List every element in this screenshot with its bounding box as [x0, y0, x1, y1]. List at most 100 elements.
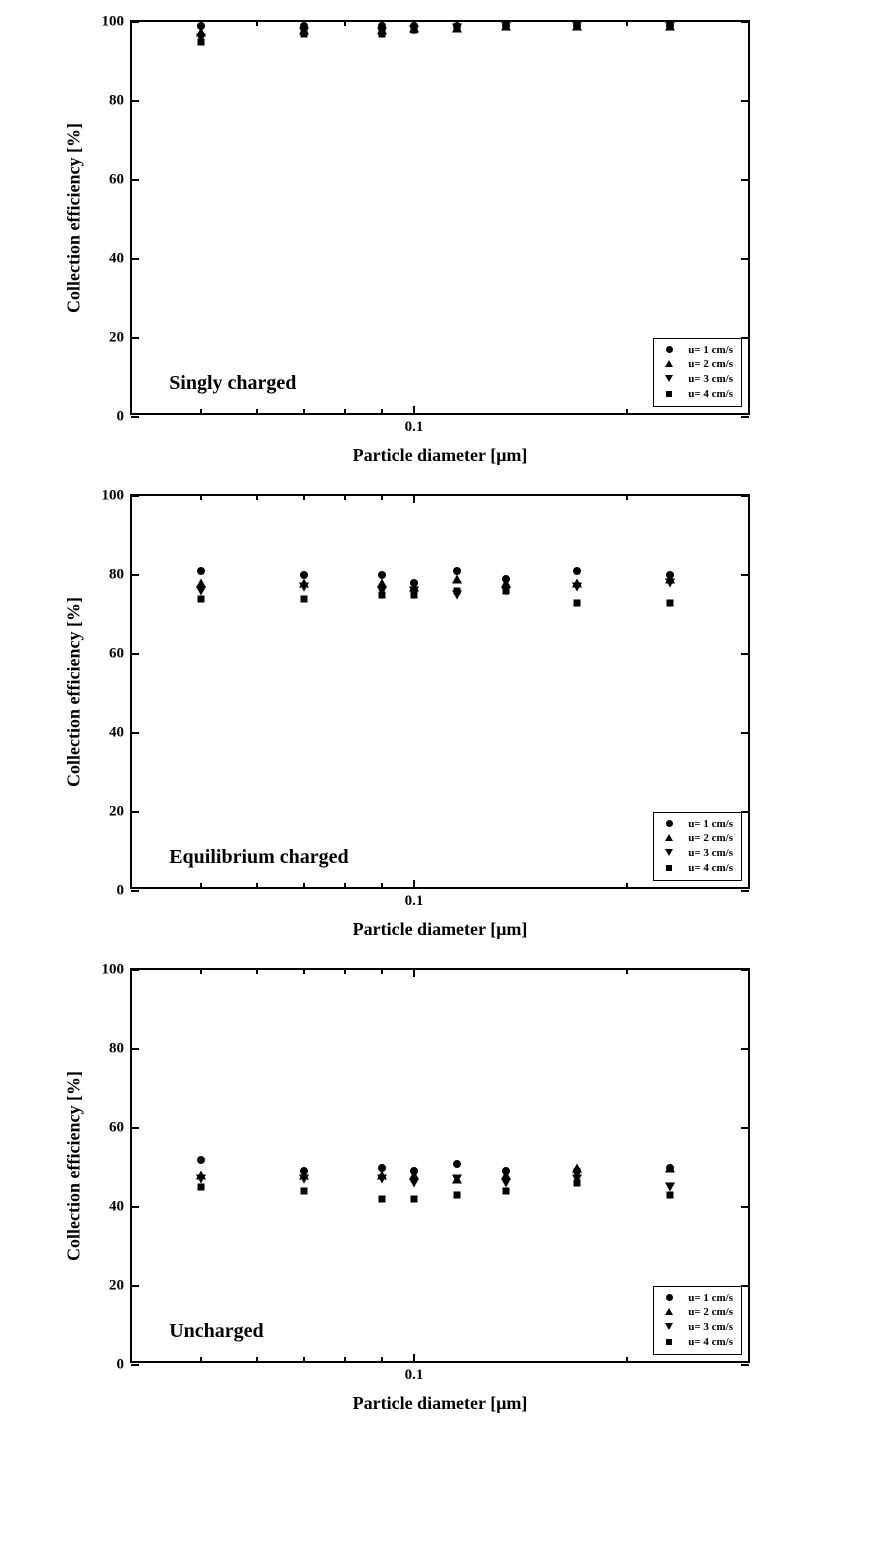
plot-frame: 0204060801000.1Collection efficiency [%]…: [130, 968, 750, 1363]
y-tick: [741, 1127, 749, 1129]
y-axis-title: Collection efficiency [%]: [64, 597, 85, 787]
legend-label: u= 3 cm/s: [688, 846, 733, 861]
x-minor-tick: [344, 883, 346, 888]
data-marker: [667, 1192, 674, 1199]
legend-row: u= 4 cm/s: [662, 861, 733, 876]
legend-row: u= 4 cm/s: [662, 387, 733, 402]
x-minor-tick: [626, 1357, 628, 1362]
legend: u= 1 cm/su= 2 cm/su= 3 cm/su= 4 cm/s: [653, 338, 742, 407]
triangle-up-icon: [662, 357, 676, 372]
y-tick-label: 20: [109, 1278, 132, 1295]
panel-0: 0204060801000.1Collection efficiency [%]…: [20, 20, 833, 466]
x-minor-tick: [200, 883, 202, 888]
legend-row: u= 2 cm/s: [662, 1305, 733, 1320]
legend-row: u= 1 cm/s: [662, 1291, 733, 1306]
x-minor-tick: [303, 969, 305, 974]
data-marker: [453, 1160, 461, 1168]
y-tick: [741, 811, 749, 813]
data-marker: [452, 574, 462, 583]
x-minor-tick: [256, 969, 258, 974]
y-tick: [131, 21, 139, 23]
y-tick-label: 20: [109, 330, 132, 347]
x-minor-tick: [381, 883, 383, 888]
data-marker: [503, 587, 510, 594]
x-minor-tick: [200, 969, 202, 974]
circle-icon: [662, 343, 676, 358]
x-minor-tick: [381, 969, 383, 974]
data-marker: [453, 24, 460, 31]
data-marker: [410, 591, 417, 598]
y-tick: [741, 1364, 749, 1366]
data-marker: [299, 582, 309, 591]
x-tick: [413, 969, 415, 977]
panel-title: Equilibrium charged: [169, 846, 348, 869]
y-axis-title: Collection efficiency [%]: [64, 1071, 85, 1261]
x-minor-tick: [344, 409, 346, 414]
y-tick-label: 0: [117, 883, 133, 900]
y-tick: [741, 21, 749, 23]
y-tick-label: 20: [109, 804, 132, 821]
legend-label: u= 3 cm/s: [688, 1320, 733, 1335]
data-marker: [378, 591, 385, 598]
data-marker: [452, 1175, 462, 1184]
y-tick-label: 80: [109, 93, 132, 110]
data-marker: [301, 595, 308, 602]
y-tick-label: 100: [102, 488, 133, 505]
data-marker: [572, 582, 582, 591]
data-marker: [196, 1175, 206, 1184]
legend-row: u= 1 cm/s: [662, 817, 733, 832]
legend: u= 1 cm/su= 2 cm/su= 3 cm/su= 4 cm/s: [653, 1286, 742, 1355]
data-marker: [665, 1163, 675, 1172]
y-tick: [741, 1285, 749, 1287]
x-minor-tick: [303, 1357, 305, 1362]
data-marker: [197, 38, 204, 45]
data-marker: [197, 595, 204, 602]
y-tick-label: 40: [109, 725, 132, 742]
data-marker: [378, 30, 385, 37]
y-tick: [741, 179, 749, 181]
plot-frame: 0204060801000.1Collection efficiency [%]…: [130, 20, 750, 415]
data-marker: [667, 22, 674, 29]
x-axis-title: Particle diameter [μm]: [130, 919, 750, 940]
legend-label: u= 1 cm/s: [688, 817, 733, 832]
data-marker: [503, 22, 510, 29]
legend-label: u= 2 cm/s: [688, 1305, 733, 1320]
y-tick: [131, 179, 139, 181]
x-minor-tick: [256, 1357, 258, 1362]
legend-label: u= 1 cm/s: [688, 1291, 733, 1306]
data-marker: [377, 1175, 387, 1184]
y-tick-label: 60: [109, 646, 132, 663]
y-tick-label: 100: [102, 14, 133, 31]
y-tick: [131, 1364, 139, 1366]
legend-label: u= 2 cm/s: [688, 831, 733, 846]
data-marker: [409, 1179, 419, 1188]
x-minor-tick: [344, 1357, 346, 1362]
legend-row: u= 2 cm/s: [662, 357, 733, 372]
y-tick-label: 80: [109, 1041, 132, 1058]
y-tick-label: 100: [102, 962, 133, 979]
legend-label: u= 4 cm/s: [688, 1335, 733, 1350]
data-marker: [573, 567, 581, 575]
data-marker: [501, 1179, 511, 1188]
panel-1: 0204060801000.1Collection efficiency [%]…: [20, 494, 833, 940]
data-marker: [197, 1156, 205, 1164]
data-marker: [410, 1196, 417, 1203]
data-marker: [196, 586, 206, 595]
triangle-down-icon: [662, 372, 676, 387]
data-marker: [301, 1188, 308, 1195]
legend-label: u= 3 cm/s: [688, 372, 733, 387]
square-icon: [662, 387, 676, 402]
x-axis-title: Particle diameter [μm]: [130, 1393, 750, 1414]
triangle-down-icon: [662, 846, 676, 861]
x-axis-title: Particle diameter [μm]: [130, 445, 750, 466]
y-tick: [131, 890, 139, 892]
x-minor-tick: [256, 495, 258, 500]
legend-row: u= 3 cm/s: [662, 1320, 733, 1335]
y-tick: [131, 337, 139, 339]
x-minor-tick: [256, 21, 258, 26]
legend-label: u= 4 cm/s: [688, 861, 733, 876]
data-marker: [574, 22, 581, 29]
y-tick: [131, 574, 139, 576]
data-marker: [453, 587, 460, 594]
panel-2: 0204060801000.1Collection efficiency [%]…: [20, 968, 833, 1414]
